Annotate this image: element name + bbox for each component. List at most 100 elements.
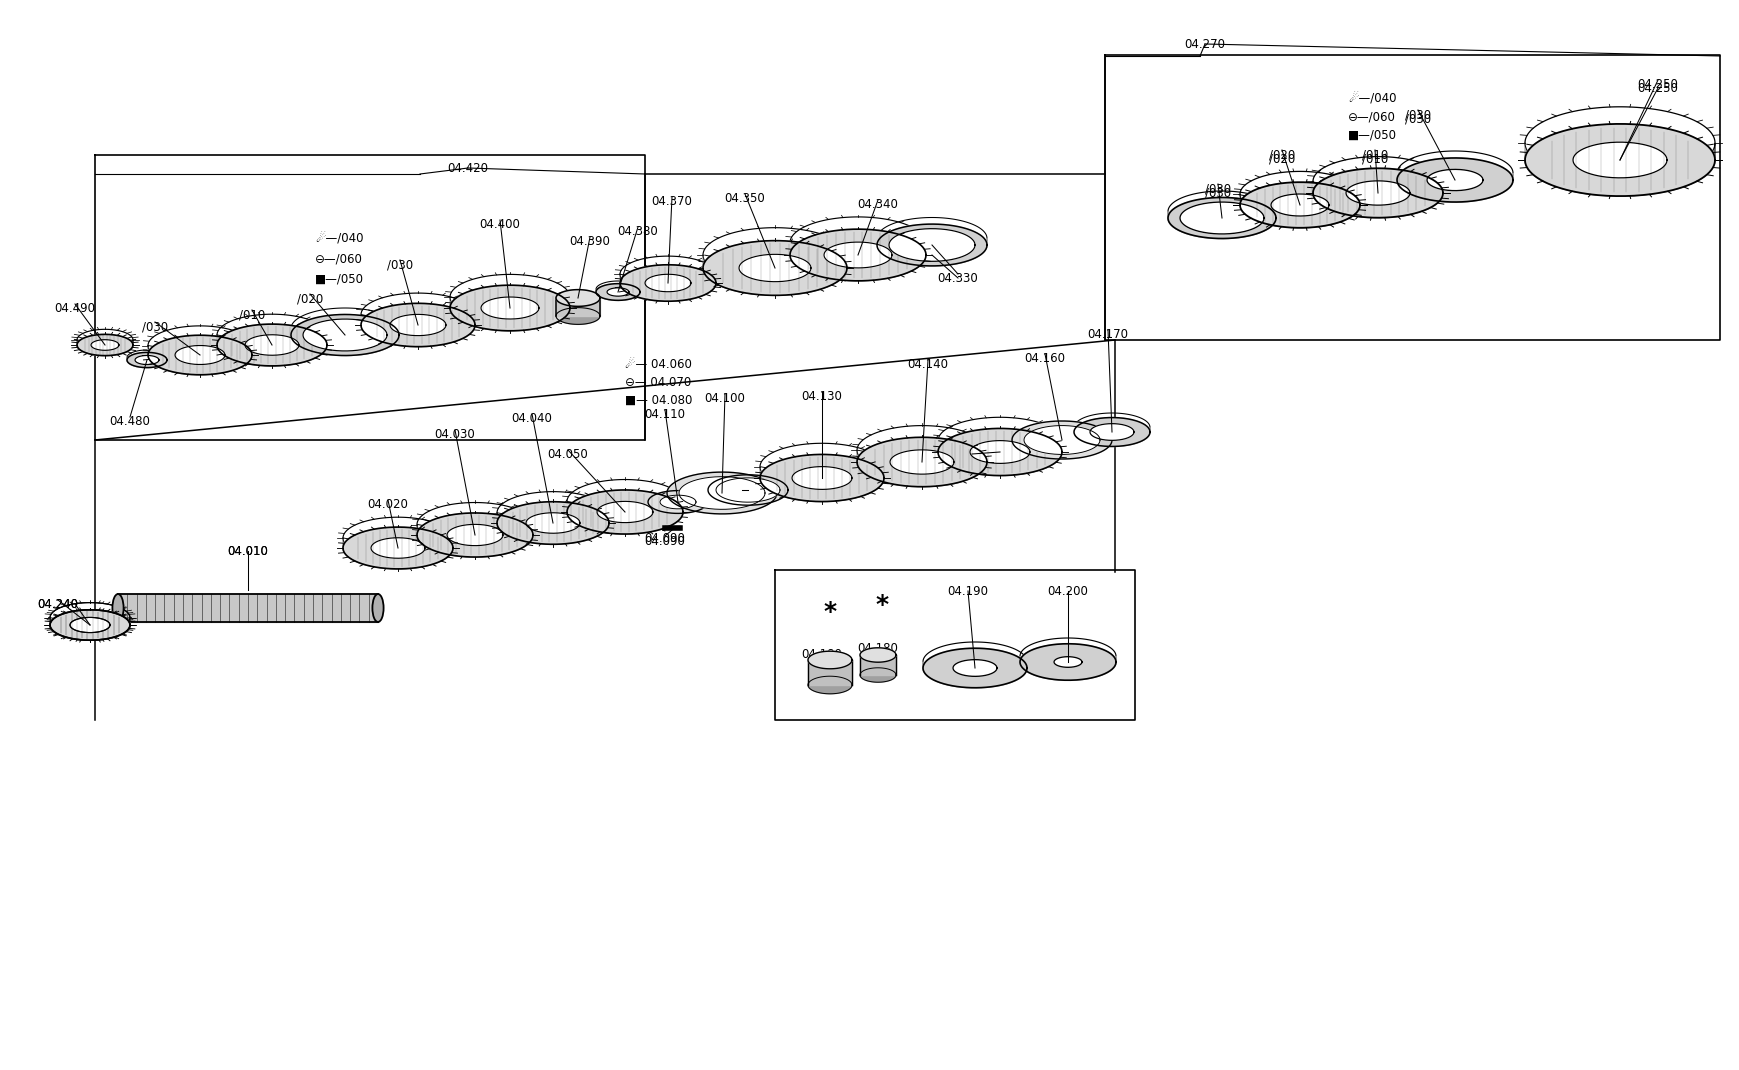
Text: 04.160: 04.160 (1024, 352, 1064, 365)
Polygon shape (217, 335, 327, 366)
Text: 04.040: 04.040 (511, 412, 551, 425)
Polygon shape (678, 476, 765, 509)
Text: 04.350: 04.350 (723, 192, 765, 205)
Polygon shape (70, 617, 110, 632)
Text: 04.200: 04.200 (1047, 585, 1089, 598)
Text: /020: /020 (297, 292, 323, 305)
Polygon shape (876, 239, 986, 266)
Polygon shape (450, 286, 570, 331)
Polygon shape (645, 274, 690, 292)
Polygon shape (480, 297, 539, 319)
Text: 04.490: 04.490 (54, 302, 96, 315)
Polygon shape (922, 661, 1026, 688)
Text: 04.050: 04.050 (548, 448, 588, 461)
Text: 04.120: 04.120 (722, 488, 762, 501)
Text: *: * (875, 593, 889, 617)
Polygon shape (77, 340, 132, 355)
Polygon shape (245, 335, 299, 355)
Polygon shape (1240, 182, 1360, 228)
Text: 04.010: 04.010 (228, 545, 268, 557)
Text: 04.130: 04.130 (802, 389, 842, 403)
Polygon shape (953, 659, 996, 676)
Polygon shape (937, 428, 1061, 475)
Text: ⊖—/060: ⊖—/060 (315, 253, 363, 265)
Polygon shape (1396, 158, 1513, 202)
Text: 04.420: 04.420 (447, 162, 489, 175)
Polygon shape (127, 357, 167, 368)
Polygon shape (807, 660, 852, 685)
Text: /010: /010 (238, 308, 264, 321)
Polygon shape (497, 513, 609, 545)
Text: /030: /030 (386, 258, 412, 271)
Polygon shape (343, 538, 452, 569)
Text: /030: /030 (1203, 186, 1231, 199)
Polygon shape (1167, 212, 1275, 239)
Polygon shape (567, 502, 683, 534)
Polygon shape (390, 315, 445, 336)
Polygon shape (176, 346, 224, 365)
Polygon shape (739, 255, 810, 281)
Polygon shape (556, 299, 600, 316)
Text: 04.370: 04.370 (650, 195, 692, 208)
Polygon shape (148, 346, 252, 374)
Polygon shape (596, 284, 640, 301)
Polygon shape (790, 243, 925, 280)
Text: /030: /030 (1203, 182, 1231, 195)
Polygon shape (807, 676, 852, 693)
Polygon shape (703, 241, 847, 295)
Polygon shape (1269, 194, 1329, 216)
Polygon shape (859, 647, 896, 662)
Polygon shape (937, 441, 1061, 475)
Polygon shape (1523, 143, 1715, 196)
Polygon shape (596, 289, 640, 301)
Text: ⊖—/060: ⊖—/060 (1348, 110, 1395, 123)
Polygon shape (791, 467, 852, 489)
Ellipse shape (113, 594, 123, 622)
Text: 04.380: 04.380 (617, 225, 657, 238)
Polygon shape (1089, 424, 1134, 441)
Polygon shape (969, 441, 1029, 463)
Polygon shape (666, 472, 777, 514)
Polygon shape (1167, 198, 1275, 239)
Text: 04.480: 04.480 (110, 415, 150, 428)
Text: *: * (823, 600, 836, 624)
Text: 04.180: 04.180 (857, 642, 897, 655)
Polygon shape (619, 264, 715, 302)
Polygon shape (50, 610, 130, 640)
Polygon shape (619, 274, 715, 302)
Text: 04.090: 04.090 (643, 532, 685, 545)
Text: /030: /030 (1403, 112, 1429, 125)
Polygon shape (1346, 181, 1409, 205)
Polygon shape (824, 242, 892, 268)
Polygon shape (217, 324, 327, 366)
Polygon shape (136, 355, 158, 365)
Text: 04.100: 04.100 (704, 392, 744, 406)
Polygon shape (790, 229, 925, 280)
Polygon shape (525, 513, 579, 533)
Polygon shape (50, 610, 130, 640)
Text: /020: /020 (1268, 152, 1294, 165)
Text: 04.340: 04.340 (857, 198, 897, 211)
Text: 04.400: 04.400 (480, 218, 520, 231)
Polygon shape (360, 315, 475, 347)
Polygon shape (343, 528, 452, 569)
Text: 04.240: 04.240 (38, 598, 78, 611)
Text: ⊖— 04.070: ⊖— 04.070 (624, 376, 690, 389)
Ellipse shape (372, 594, 383, 622)
Polygon shape (50, 617, 130, 640)
Polygon shape (922, 648, 1026, 688)
Polygon shape (290, 328, 398, 355)
Polygon shape (596, 502, 652, 522)
Polygon shape (859, 668, 896, 683)
Polygon shape (807, 652, 852, 669)
Text: ■—/050: ■—/050 (1348, 128, 1396, 141)
Text: 04.180: 04.180 (802, 648, 842, 661)
Polygon shape (1019, 656, 1115, 681)
Polygon shape (1240, 194, 1360, 228)
Text: 04.250: 04.250 (1636, 82, 1678, 95)
Text: 04.270: 04.270 (1184, 39, 1224, 51)
Polygon shape (567, 490, 683, 534)
Text: 04.140: 04.140 (908, 358, 948, 371)
Text: 04.170: 04.170 (1087, 328, 1129, 341)
Polygon shape (1012, 421, 1111, 459)
